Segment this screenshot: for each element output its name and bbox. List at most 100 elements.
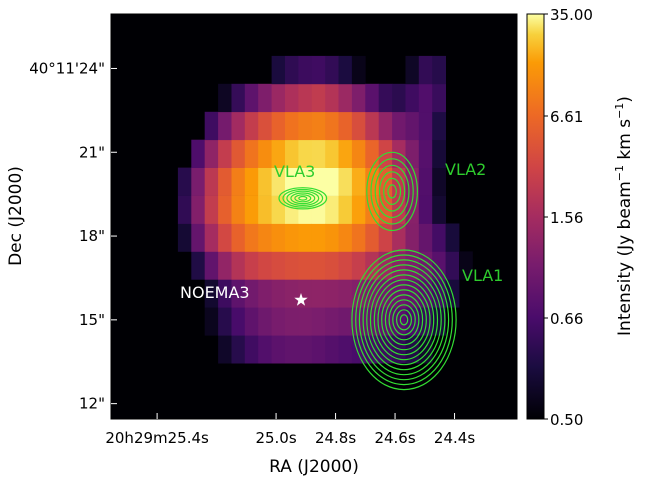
heatmap-cell bbox=[405, 55, 420, 85]
heatmap-cell bbox=[338, 55, 353, 85]
annotation-vla1: VLA1 bbox=[462, 266, 503, 285]
heatmap-cell bbox=[285, 167, 299, 196]
heatmap-cell bbox=[271, 251, 286, 280]
noema3-star-marker bbox=[294, 293, 308, 306]
heatmap-cell bbox=[418, 83, 433, 113]
heatmap-cell bbox=[365, 139, 380, 168]
x-axis-label: RA (J2000) bbox=[269, 457, 359, 477]
heatmap-cell bbox=[311, 111, 326, 141]
heatmap-cell bbox=[351, 139, 366, 168]
heatmap-cell bbox=[204, 307, 219, 336]
heatmap-cell bbox=[298, 167, 313, 196]
heatmap-cell bbox=[392, 223, 406, 252]
heatmap-cell bbox=[392, 111, 406, 141]
heatmap-cell bbox=[271, 55, 286, 85]
heatmap-cell bbox=[432, 55, 446, 85]
heatmap-plot: 20h29m25.4s 25.0s 24.8s 24.6s 24.4s 40°11'24… bbox=[29, 13, 518, 447]
heatmap-cell bbox=[244, 279, 259, 308]
heatmap-cell bbox=[285, 139, 299, 168]
heatmap-cell bbox=[338, 195, 353, 224]
heatmap-cell bbox=[258, 335, 272, 364]
annotation-vla3: VLA3 bbox=[274, 162, 315, 181]
heatmap-cell bbox=[311, 223, 326, 252]
heatmap-cell bbox=[231, 279, 246, 308]
heatmap-cell bbox=[365, 111, 380, 141]
heatmap-cell bbox=[244, 111, 259, 141]
heatmap-cell bbox=[218, 167, 232, 196]
heatmap-cell bbox=[338, 335, 353, 364]
heatmap-cell bbox=[405, 139, 420, 168]
colorbar-tick-label: 0.50 bbox=[550, 411, 583, 429]
heatmap-cell bbox=[432, 223, 446, 252]
heatmap-cell bbox=[325, 167, 339, 196]
heatmap-cell bbox=[231, 335, 246, 364]
y-tick-label: 40°11'24" bbox=[29, 59, 105, 77]
x-tick-label: 25.0s bbox=[255, 429, 296, 447]
heatmap-cell bbox=[378, 111, 393, 141]
heatmap-cell bbox=[311, 307, 326, 336]
contour-vla1 bbox=[373, 279, 435, 361]
heatmap-cell bbox=[244, 335, 259, 364]
heatmap-cell bbox=[191, 251, 206, 280]
heatmap-cell bbox=[231, 251, 246, 280]
heatmap-cell bbox=[392, 83, 406, 113]
contour-layer bbox=[278, 151, 457, 391]
heatmap-cell bbox=[418, 223, 433, 252]
heatmap-cell bbox=[258, 251, 272, 280]
contour-vla1 bbox=[366, 269, 442, 371]
heatmap-cell bbox=[311, 55, 326, 85]
contour-vla1 bbox=[392, 304, 416, 336]
contour-vla1 bbox=[369, 274, 439, 366]
heatmap-cell bbox=[325, 335, 339, 364]
heatmap-cell bbox=[298, 139, 313, 168]
heatmap-cell bbox=[432, 139, 446, 168]
contour-vla2 bbox=[383, 177, 402, 205]
heatmap-cell bbox=[405, 307, 420, 336]
colorbar-label: Intensity (Jy beam−1 km s−1) bbox=[613, 96, 635, 336]
heatmap-cell bbox=[244, 307, 259, 336]
heatmap-cell bbox=[191, 223, 206, 252]
heatmap-cell bbox=[285, 83, 299, 113]
heatmap-cell bbox=[218, 139, 232, 168]
heatmap-cell bbox=[271, 111, 286, 141]
contour-vla3 bbox=[294, 194, 312, 203]
heatmap-cell bbox=[204, 111, 219, 141]
y-tick-marks: 40°11'24" 21" 18" 15" 12" bbox=[29, 59, 117, 413]
contour-vla1 bbox=[396, 309, 413, 331]
heatmap-cell bbox=[218, 111, 232, 141]
heatmap-cell bbox=[231, 195, 246, 224]
heatmap-cell bbox=[244, 167, 259, 196]
heatmap-cell bbox=[298, 251, 313, 280]
heatmap-cell bbox=[298, 279, 313, 308]
x-tick-label: 24.6s bbox=[374, 429, 415, 447]
heatmap-cell bbox=[338, 307, 353, 336]
heatmap-cell bbox=[338, 111, 353, 141]
heatmap-cell bbox=[298, 335, 313, 364]
colorbar-tick-label: 0.66 bbox=[550, 310, 583, 328]
heatmap-cell bbox=[378, 167, 393, 196]
heatmap-cell bbox=[231, 139, 246, 168]
heatmap-cell bbox=[285, 251, 299, 280]
heatmap-cell bbox=[338, 223, 353, 252]
heatmap-cell bbox=[258, 139, 272, 168]
heatmap-cell bbox=[218, 223, 232, 252]
contour-vla3 bbox=[286, 190, 320, 206]
heatmap-cell bbox=[432, 307, 446, 336]
colorbar-label-end: ) bbox=[615, 96, 635, 103]
contour-vla3 bbox=[298, 195, 308, 201]
heatmap-cell bbox=[351, 223, 366, 252]
contour-vla1 bbox=[384, 294, 424, 346]
heatmap-cell bbox=[432, 83, 446, 113]
heatmap-cell bbox=[325, 307, 339, 336]
heatmap-cell bbox=[351, 167, 366, 196]
heatmap-cell bbox=[231, 223, 246, 252]
heatmap-cell bbox=[218, 251, 232, 280]
contour-vla2 bbox=[366, 151, 419, 232]
heatmap-cell bbox=[338, 167, 353, 196]
heatmap-cell bbox=[325, 279, 339, 308]
heatmap-cell bbox=[418, 195, 433, 224]
x-tick-label: 24.4s bbox=[434, 429, 475, 447]
heatmap-cell bbox=[271, 195, 286, 224]
annotation-layer: VLA3 VLA2 VLA1 NOEMA3 bbox=[180, 160, 503, 306]
